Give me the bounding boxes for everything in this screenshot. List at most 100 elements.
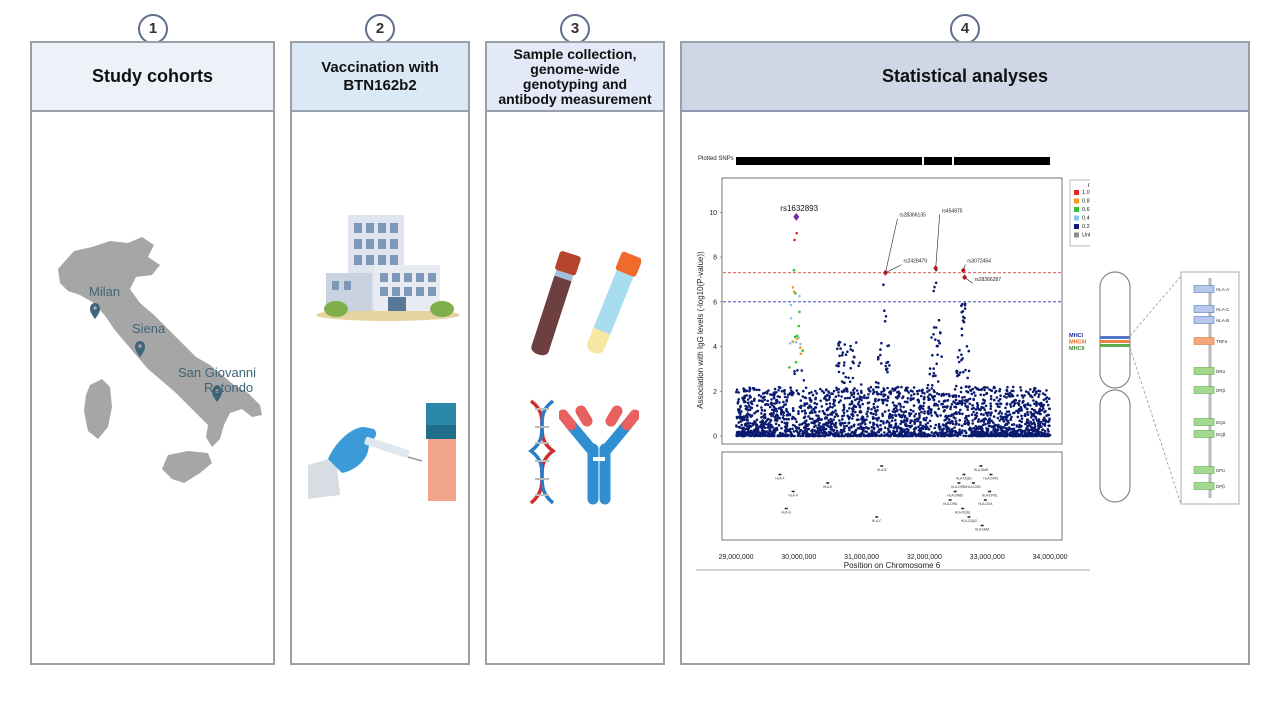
snp-point (737, 391, 740, 394)
snp-point (998, 389, 1001, 393)
snp-point (900, 385, 903, 389)
mhc-class-label: MHCI (1069, 333, 1084, 339)
snp-point (737, 398, 740, 401)
snp-point (885, 421, 888, 424)
snp-point (828, 394, 831, 398)
legend-swatch (1074, 224, 1079, 229)
snp-point (800, 410, 804, 413)
snp-point (876, 392, 879, 396)
snp-point (740, 410, 743, 413)
snp-point (1038, 407, 1042, 411)
panel-sample-collection: Sample collection, genome-wide genotypin… (485, 41, 665, 665)
snp-point (998, 405, 1001, 409)
snp-point (963, 316, 966, 320)
gene-label: HLA-DPA1 (983, 477, 999, 481)
snp-point (1035, 404, 1038, 407)
snp-point (770, 434, 774, 438)
snp-point (982, 413, 985, 417)
snp-point (968, 402, 972, 406)
snp-point (989, 395, 993, 398)
snp-point (772, 433, 776, 437)
snp-point (961, 429, 964, 432)
snp-point (1017, 411, 1020, 415)
snp-point (1039, 404, 1043, 408)
snp-point (775, 419, 779, 422)
snp-point (946, 433, 950, 437)
snp-point (785, 398, 788, 402)
snp-point (1008, 434, 1011, 437)
snp-point (848, 396, 852, 400)
snp-point (909, 408, 913, 412)
snp-point (851, 430, 854, 434)
snp-point (775, 401, 778, 405)
snp-point (942, 392, 945, 396)
snp-point (919, 404, 922, 408)
snp-point (902, 405, 905, 409)
snp-point (914, 412, 917, 416)
snp-point (967, 423, 970, 427)
snp-point (986, 386, 989, 389)
snp-point (903, 400, 907, 404)
snp-point (971, 387, 974, 391)
snp-point (774, 399, 778, 402)
gene-label: HLA-DRA (943, 502, 958, 506)
snp-point (738, 432, 741, 436)
snp-point (848, 407, 851, 410)
snp-point (1023, 429, 1027, 433)
snp-point (949, 407, 952, 411)
snp-point (766, 403, 770, 406)
snp-point (919, 433, 923, 437)
snp-point (996, 416, 1000, 420)
snp-point (937, 339, 940, 342)
snp-point (1043, 430, 1047, 433)
snp-point (1020, 417, 1024, 420)
snp-point (760, 399, 763, 402)
city-label-rotondo: Rotondo (204, 380, 254, 395)
snp-point (769, 402, 773, 405)
snp-point (938, 341, 942, 345)
snp-point (886, 386, 889, 390)
mhc-gene-label: HLA-C (1216, 307, 1230, 312)
snp-point (786, 413, 789, 417)
snp-point (898, 402, 902, 406)
snp-point (819, 387, 822, 391)
snp-point (952, 416, 955, 419)
snp-point (793, 238, 796, 242)
snp-point (744, 404, 747, 408)
snp-point (940, 355, 943, 358)
snp-point (1034, 411, 1038, 414)
mhc-gene-label: DRα (1216, 369, 1225, 374)
snp-point (867, 389, 871, 392)
snp-point (1018, 399, 1021, 403)
snp-point (873, 399, 877, 402)
snp-point (880, 390, 883, 394)
snp-point (977, 418, 981, 421)
snp-point (876, 408, 879, 412)
legend-title: r² (1088, 183, 1090, 189)
legend-swatch (1074, 207, 1079, 212)
snp-point (788, 366, 791, 369)
snp-point (759, 426, 763, 429)
snp-point (850, 426, 853, 429)
snp-point (966, 408, 969, 411)
snp-point (985, 391, 989, 395)
snp-point (772, 405, 776, 408)
snp-point (934, 281, 938, 285)
snp-point (842, 408, 846, 411)
snp-point (777, 416, 780, 419)
snp-point (857, 364, 860, 367)
snp-point (1044, 397, 1048, 400)
snp-point (791, 393, 794, 397)
snp-point (852, 389, 855, 392)
snp-point (838, 341, 842, 344)
snp-point (865, 430, 868, 434)
snp-point (886, 399, 889, 403)
snp-point (977, 430, 981, 434)
snp-point (795, 231, 798, 235)
snp-point (1033, 402, 1036, 406)
snp-point (954, 394, 958, 397)
snp-point (994, 409, 997, 413)
snp-point (816, 430, 820, 433)
snp-point (888, 434, 891, 438)
snp-point (851, 376, 855, 380)
